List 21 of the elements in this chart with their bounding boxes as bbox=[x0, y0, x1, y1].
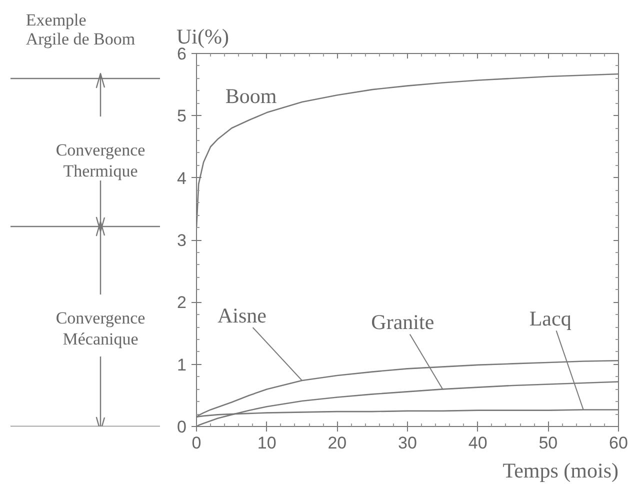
x-tick-label: 0 bbox=[192, 434, 202, 452]
x-tick-label: 10 bbox=[257, 434, 276, 452]
text: Convergence Thermique bbox=[56, 140, 146, 180]
y-tick-label: 0 bbox=[177, 418, 187, 436]
series-label: Boom bbox=[225, 84, 277, 108]
y-tick-label: 4 bbox=[177, 168, 187, 188]
text: Granite bbox=[371, 310, 434, 334]
x-axis-title: Temps (mois) bbox=[502, 458, 619, 482]
text: Exemple Argile de Boom bbox=[26, 10, 136, 48]
y-tick-label: 3 bbox=[177, 231, 187, 250]
y-tick-label: 1 bbox=[177, 355, 187, 374]
text: Aisne bbox=[218, 303, 267, 328]
x-tick-label: 20 bbox=[328, 434, 347, 452]
x-tick-label: 30 bbox=[398, 434, 417, 452]
text: Convergence Mécanique bbox=[56, 308, 146, 348]
x-tick-label: 60 bbox=[609, 434, 628, 452]
x-tick-label: 50 bbox=[538, 434, 558, 452]
x-tick-label: 40 bbox=[468, 434, 488, 452]
text: Lacq bbox=[529, 306, 572, 331]
y-tick-label: 2 bbox=[177, 293, 187, 312]
y-tick-label: 5 bbox=[177, 106, 187, 126]
